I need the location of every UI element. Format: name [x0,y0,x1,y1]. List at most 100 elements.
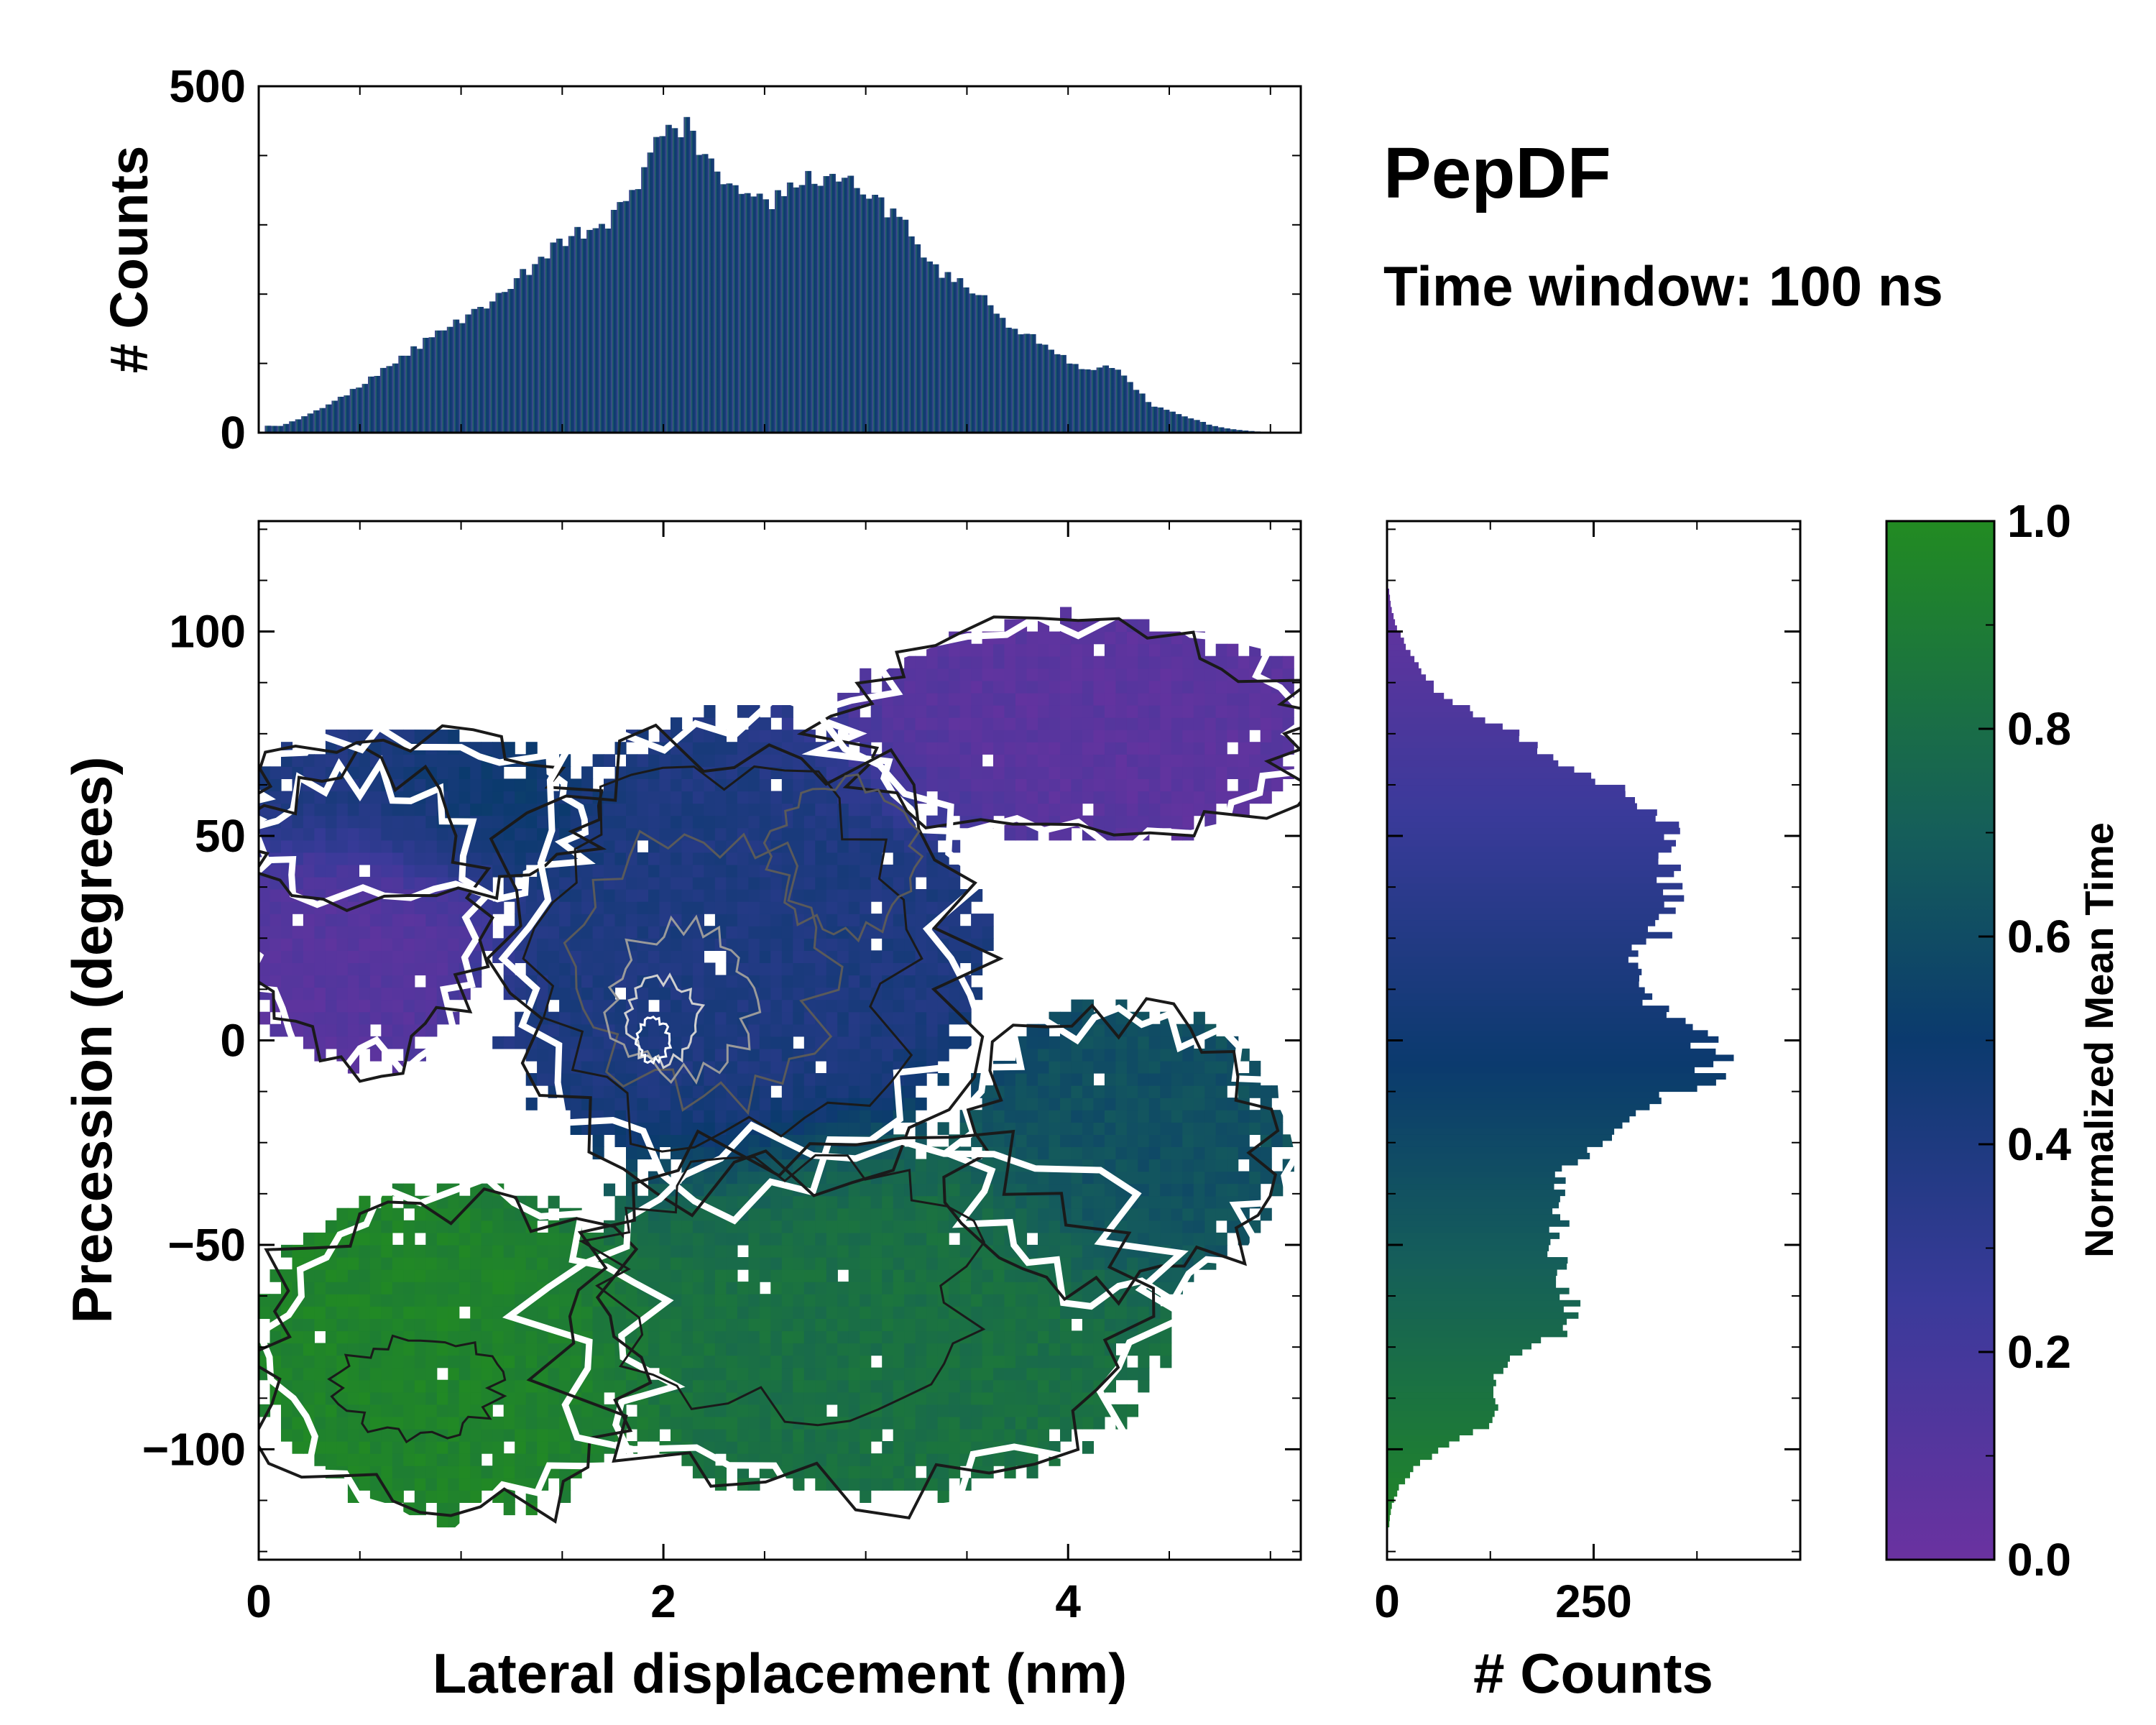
heatmap-cell [592,1011,604,1025]
heatmap-cell [425,815,438,829]
heatmap-cell [303,926,315,939]
heatmap-cell [492,1282,505,1294]
heatmap-cell [392,1011,404,1025]
heatmap-cell [1004,1355,1016,1368]
heatmap-cell [949,668,961,681]
heatmap-cell [993,791,1005,804]
heatmap-cell [815,1294,827,1307]
heatmap-cell [704,1282,716,1294]
heatmap-cell [748,1294,760,1307]
heatmap-cell [803,1466,816,1478]
heatmap-cell [671,1098,683,1110]
heatmap-cell [870,1232,883,1246]
heatmap-cell [726,1318,738,1332]
heatmap-cell [748,1060,760,1074]
heatmap-cell [837,1392,849,1405]
heatmap-cell [637,987,649,1000]
heatmap-cell [347,914,359,926]
heatmap-cell [425,1429,438,1442]
heatmap-cell [1104,680,1116,694]
heatmap-cell [882,1048,894,1062]
heatmap-cell [803,1367,816,1381]
heatmap-cell [1148,1060,1161,1074]
heatmap-cell [848,1343,860,1356]
heatmap-cell [1060,1306,1072,1319]
heatmap-cell [604,889,616,902]
heatmap-cell [848,1183,860,1197]
heatmap-cell [1171,803,1183,816]
heatmap-cell [1071,1073,1083,1086]
heatmap-cell [915,1392,927,1405]
heatmap-cell [971,705,983,718]
heatmap-cell [414,1011,426,1025]
right-histogram-bar [1387,1282,1557,1289]
heatmap-cell [937,1208,949,1221]
heatmap-cell [848,1318,860,1332]
heatmap-cell [325,1282,337,1294]
heatmap-cell [848,1122,860,1135]
heatmap-cell [281,754,293,767]
heatmap-cell [448,914,460,926]
heatmap-cell [381,901,393,914]
heatmap-cell [369,1330,382,1344]
heatmap-cell [904,1404,916,1417]
heatmap-cell [949,1416,961,1430]
heatmap-cell [559,1244,571,1258]
heatmap-cell [1093,656,1105,669]
heatmap-cell [870,1220,883,1233]
heatmap-cell [525,1355,538,1368]
heatmap-cell [1026,1294,1038,1307]
heatmap-cell [1015,1416,1028,1430]
heatmap-cell [614,914,627,926]
heatmap-cell [803,815,816,829]
heatmap-cell [436,938,448,951]
heatmap-cell [815,1195,827,1209]
heatmap-cell [503,1379,515,1393]
heatmap-cell [515,1220,527,1233]
heatmap-cell [748,950,760,963]
heatmap-cell [748,730,760,742]
heatmap-cell [870,914,883,926]
heatmap-cell [659,1244,671,1258]
heatmap-cell [336,1269,349,1282]
heatmap-cell [1049,668,1061,681]
heatmap-cell [392,950,404,963]
heatmap-cell [815,1343,827,1356]
heatmap-cell [982,643,994,657]
heatmap-cell [470,1208,482,1221]
heatmap-cell [1138,766,1150,779]
top-histogram-bar [1205,424,1212,433]
heatmap-cell [515,1416,527,1430]
heatmap-cell [826,1122,838,1135]
heatmap-cell [1093,631,1105,645]
heatmap-cell [281,766,293,779]
heatmap-cell [926,901,939,914]
heatmap-cell [369,1269,382,1282]
heatmap-cell [1204,1085,1217,1098]
heatmap-cell [303,1294,315,1307]
heatmap-cell [770,1343,783,1356]
right-histogram-bar [1387,1392,1493,1399]
heatmap-cell [882,1282,894,1294]
heatmap-cell [1038,1036,1050,1049]
heatmap-cell [292,1355,304,1368]
heatmap-cell [436,950,448,963]
heatmap-cell [748,1220,760,1233]
heatmap-cell [915,1257,927,1270]
heatmap-cell [614,1367,627,1381]
heatmap-cell [904,975,916,988]
heatmap-cell [1148,705,1161,718]
heatmap-cell [570,815,582,829]
heatmap-cell [793,840,805,853]
heatmap-cell [671,815,683,829]
heatmap-cell [403,1367,415,1381]
heatmap-cell [915,901,927,914]
heatmap-cell [347,938,359,951]
heatmap-cell [515,1232,527,1246]
heatmap-cell [848,1011,860,1025]
heatmap-cell [1038,717,1050,730]
heatmap-cell [926,1429,939,1442]
heatmap-cell [559,1257,571,1270]
heatmap-cell [860,1306,872,1319]
heatmap-cell [314,1392,326,1405]
